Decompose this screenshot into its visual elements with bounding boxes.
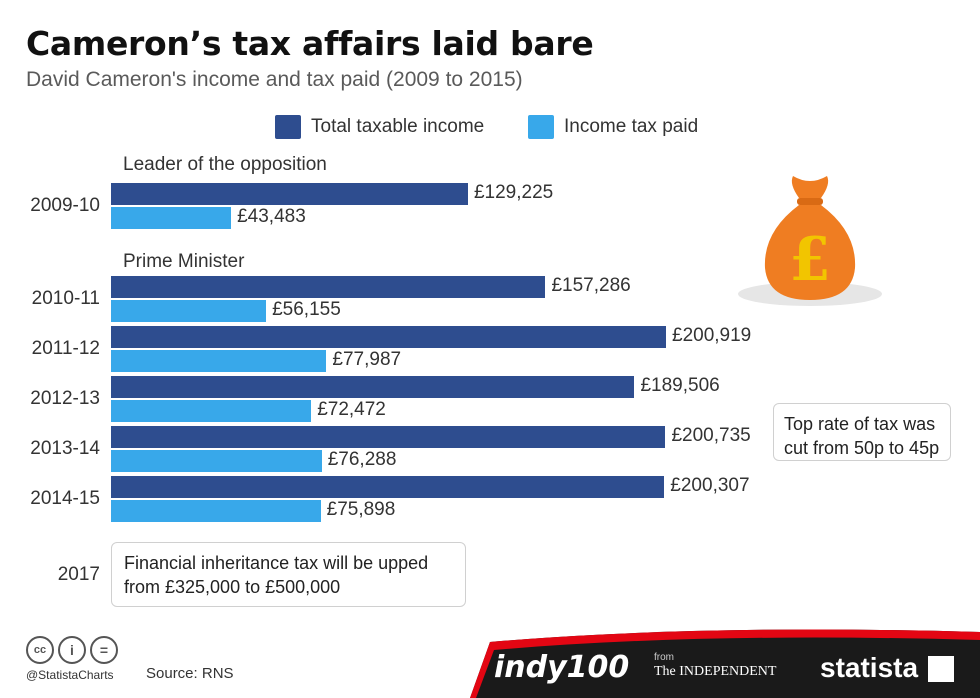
income-value-label: £200,919 [672, 325, 752, 346]
year-2017-label: 2017 [57, 564, 100, 585]
inheritance-note: Financial inheritance tax will be upped … [111, 542, 466, 607]
tax-value-label: £76,288 [327, 449, 397, 470]
category-label: 2009-10 [30, 195, 100, 216]
legend-income: Total taxable income [275, 115, 484, 139]
income-value-label: £129,225 [473, 182, 554, 203]
income-value-label: £200,307 [670, 475, 750, 496]
no-derivatives-icon: = [90, 636, 118, 664]
legend-income-label: Total taxable income [311, 116, 485, 137]
category-label: 2012-13 [30, 388, 100, 409]
independent-logo: The INDEPENDENT [654, 664, 777, 679]
tax-value-label: £77,987 [332, 349, 402, 370]
section-label-prime-minister: Prime Minister [123, 251, 245, 272]
source-label: Source: RNS [146, 665, 234, 682]
tax-bar [111, 300, 267, 322]
tax-value-label: £43,483 [237, 206, 306, 227]
legend-income-swatch [275, 115, 301, 139]
tax-value-label: £75,898 [326, 499, 396, 520]
income-bar [111, 326, 666, 348]
category-label: 2014-15 [30, 488, 100, 509]
statista-handle: @StatistaCharts [26, 668, 114, 682]
top-rate-note-text: Top rate of tax was cut from 50p to 45p [784, 414, 940, 458]
income-bar [111, 276, 546, 298]
statista-mark-icon [928, 656, 954, 682]
tax-bar [111, 450, 322, 472]
top-rate-note: Top rate of tax was cut from 50p to 45p [773, 403, 951, 461]
income-value-label: £200,735 [671, 425, 751, 446]
category-label: 2011-12 [31, 338, 100, 359]
indy100-logo: indy100 [494, 650, 630, 685]
cc-icon: cc [26, 636, 54, 664]
income-value-label: £157,286 [551, 275, 631, 296]
tax-bar [111, 400, 312, 422]
attribution-icon: i [58, 636, 86, 664]
statista-logo: statista [820, 652, 919, 683]
money-bag-icon: £ [738, 176, 882, 306]
tax-bar [111, 350, 327, 372]
legend-tax-label: Income tax paid [564, 116, 699, 137]
tax-value-label: £56,155 [272, 299, 341, 320]
chart-subtitle: David Cameron's income and tax paid (200… [26, 68, 523, 91]
income-bar [111, 476, 665, 498]
category-label: 2013-14 [30, 438, 100, 459]
tax-bar [111, 500, 321, 522]
tax-bar [111, 207, 232, 229]
license-icons: cc i = [26, 636, 118, 664]
section-label-opposition: Leader of the opposition [123, 154, 327, 175]
footer-band [470, 629, 980, 698]
legend-tax-swatch [528, 115, 554, 139]
income-bar [111, 376, 635, 398]
legend-tax: Income tax paid [528, 115, 698, 139]
chart-title: Cameron’s tax affairs laid bare [26, 24, 594, 63]
from-label: from [654, 652, 674, 663]
pound-symbol: £ [789, 225, 831, 295]
income-bar [111, 183, 468, 205]
category-label: 2010-11 [31, 288, 100, 309]
income-bar [111, 426, 666, 448]
inheritance-note-line2: from £325,000 to £500,000 [124, 577, 341, 597]
income-value-label: £189,506 [640, 375, 720, 396]
tax-value-label: £72,472 [317, 399, 386, 420]
inheritance-note-line1: Financial inheritance tax will be upped [124, 553, 429, 573]
